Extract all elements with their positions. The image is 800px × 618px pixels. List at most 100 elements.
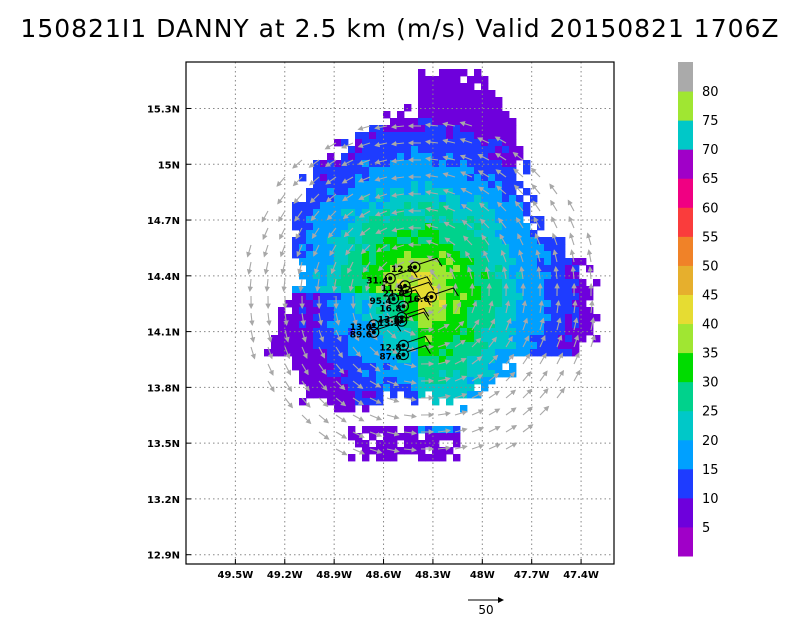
wind-vector [335, 380, 346, 391]
wind-speed-cell [516, 342, 524, 350]
wind-speed-cell [418, 167, 426, 175]
wind-speed-cell [397, 160, 405, 168]
wind-speed-cell [341, 258, 349, 266]
wind-speed-cell [306, 237, 314, 245]
wind-speed-cell [432, 132, 440, 140]
wind-vector [522, 353, 531, 365]
wind-speed-cell [460, 125, 468, 133]
wind-speed-cell [327, 153, 335, 161]
wind-speed-cell [292, 293, 300, 301]
wind-speed-cell [467, 314, 475, 322]
wind-speed-cell [397, 125, 405, 133]
wind-speed-cell [495, 111, 503, 119]
wind-speed-cell [453, 174, 461, 182]
wind-vector [365, 278, 371, 292]
wind-vector [569, 249, 576, 263]
wind-vector [488, 318, 495, 331]
wind-speed-cell [481, 258, 489, 266]
wind-speed-cell [362, 370, 370, 378]
wind-speed-cell [418, 293, 426, 301]
wind-speed-cell [397, 286, 405, 294]
wind-speed-cell [432, 258, 440, 266]
wind-vector [318, 431, 330, 440]
observation-barb [418, 257, 443, 267]
wind-speed-cell [355, 342, 363, 350]
wind-vector [556, 352, 563, 365]
wind-speed-cell [544, 258, 552, 266]
wind-speed-cell [439, 370, 447, 378]
wind-speed-cell [537, 223, 545, 231]
colorbar-label: 75 [702, 114, 719, 129]
wind-speed-cell [453, 97, 461, 105]
wind-speed-cell [439, 237, 447, 245]
wind-speed-cell [369, 349, 377, 357]
wind-vector [488, 443, 501, 450]
wind-vector [263, 244, 269, 258]
wind-speed-cell [341, 286, 349, 294]
wind-speed-cell [334, 293, 342, 301]
wind-speed-cell [446, 426, 454, 434]
wind-speed-cell [404, 335, 412, 343]
wind-speed-cell [383, 454, 391, 462]
wind-speed-cell [439, 167, 447, 175]
wind-speed-cell [432, 447, 440, 455]
wind-speed-cell [390, 307, 398, 315]
wind-speed-cell [446, 293, 454, 301]
wind-speed-cell [516, 181, 524, 189]
wind-speed-cell [502, 111, 510, 119]
wind-speed-cell [411, 146, 419, 154]
observation-dot [399, 319, 404, 324]
wind-speed-cell [418, 321, 426, 329]
wind-speed-cell [313, 160, 321, 168]
wind-vector [515, 216, 524, 229]
wind-speed-cell [439, 433, 447, 441]
wind-speed-cell [516, 286, 524, 294]
wind-speed-cell [278, 349, 286, 357]
wind-speed-cell [313, 321, 321, 329]
wind-speed-cell [411, 314, 419, 322]
wind-speed-cell [509, 125, 517, 133]
wind-speed-cell [411, 132, 419, 140]
wind-speed-cell [439, 76, 447, 84]
wind-speed-cell [502, 125, 510, 133]
wind-speed-cell [334, 272, 342, 280]
wind-speed-cell [453, 104, 461, 112]
wind-vector [374, 159, 388, 165]
wind-speed-cell [292, 335, 300, 343]
wind-vector [360, 244, 371, 255]
wind-speed-cell [523, 160, 531, 168]
wind-speed-cell [369, 237, 377, 245]
wind-vector [505, 442, 518, 450]
wind-speed-cell [474, 209, 482, 217]
wind-vector [394, 278, 405, 289]
observation-label: 13.9 [378, 319, 400, 329]
wind-speed-cell [341, 202, 349, 210]
wind-speed-cell [509, 272, 517, 280]
wind-speed-cell [453, 202, 461, 210]
wind-speed-cell [572, 300, 580, 308]
wind-speed-cell [334, 314, 342, 322]
wind-speed-cell [558, 321, 566, 329]
wind-speed-cell [453, 118, 461, 126]
wind-vector [539, 388, 549, 399]
wind-speed-cell [558, 237, 566, 245]
wind-vector [386, 447, 400, 454]
wind-speed-cell [509, 279, 517, 287]
wind-speed-cell [376, 153, 384, 161]
wind-vector [358, 210, 371, 218]
wind-speed-cell [439, 83, 447, 91]
wind-speed-cell [544, 237, 552, 245]
wind-speed-cell [467, 195, 475, 203]
wind-speed-cell [362, 132, 370, 140]
wind-speed-cell [523, 279, 531, 287]
wind-speed-cell [348, 405, 356, 413]
wind-speed-cell [292, 356, 300, 364]
wind-speed-cell [432, 363, 440, 371]
wind-speed-cell [579, 258, 587, 266]
lat-tick-label: 14.7N [147, 216, 180, 227]
wind-speed-cell [467, 202, 475, 210]
wind-speed-cell [390, 454, 398, 462]
wind-speed-cell [439, 279, 447, 287]
wind-speed-cell [551, 307, 559, 315]
wind-speed-cell [376, 125, 384, 133]
